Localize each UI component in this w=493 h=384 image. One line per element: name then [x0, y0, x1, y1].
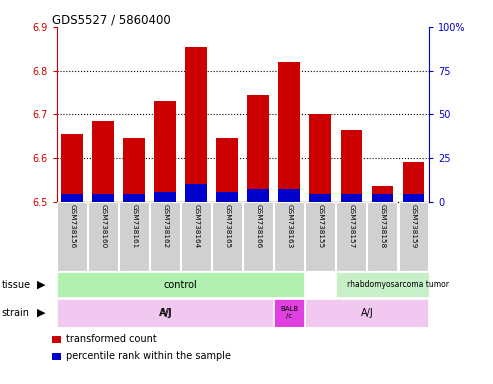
- Bar: [52, 353, 61, 360]
- Bar: [92, 194, 114, 202]
- Bar: [61, 194, 83, 202]
- Text: GSM738162: GSM738162: [162, 204, 168, 248]
- Bar: [403, 194, 424, 202]
- Bar: [244, 202, 273, 271]
- Bar: [123, 138, 145, 202]
- Bar: [279, 62, 300, 202]
- Text: control: control: [164, 280, 198, 290]
- Bar: [337, 272, 459, 297]
- Bar: [123, 194, 145, 202]
- Text: strain: strain: [1, 308, 30, 318]
- Bar: [150, 202, 180, 271]
- Bar: [154, 101, 176, 202]
- Bar: [306, 202, 335, 271]
- Bar: [367, 202, 397, 271]
- Text: GSM738165: GSM738165: [224, 204, 230, 248]
- Text: ▶: ▶: [36, 280, 45, 290]
- Bar: [119, 202, 149, 271]
- Text: transformed count: transformed count: [66, 334, 156, 344]
- Bar: [372, 194, 393, 202]
- Bar: [275, 202, 304, 271]
- Text: GSM738156: GSM738156: [69, 204, 75, 248]
- Bar: [52, 336, 61, 343]
- Text: GDS5527 / 5860400: GDS5527 / 5860400: [52, 13, 171, 26]
- Bar: [185, 46, 207, 202]
- Text: GSM738157: GSM738157: [349, 204, 354, 248]
- Bar: [398, 202, 428, 271]
- Bar: [212, 202, 242, 271]
- Bar: [88, 202, 118, 271]
- Text: percentile rank within the sample: percentile rank within the sample: [66, 351, 231, 361]
- Bar: [403, 162, 424, 202]
- Bar: [154, 192, 176, 202]
- Text: GSM738161: GSM738161: [131, 204, 137, 248]
- Text: rhabdomyosarcoma tumor: rhabdomyosarcoma tumor: [347, 280, 449, 289]
- Text: GSM738160: GSM738160: [100, 204, 106, 248]
- Bar: [57, 299, 273, 326]
- Text: A/J: A/J: [159, 308, 172, 318]
- Bar: [92, 121, 114, 202]
- Bar: [275, 299, 304, 326]
- Text: GSM738164: GSM738164: [193, 204, 199, 248]
- Bar: [306, 299, 428, 326]
- Text: GSM738166: GSM738166: [255, 204, 261, 248]
- Text: GSM738159: GSM738159: [410, 204, 417, 248]
- Bar: [57, 272, 304, 297]
- Text: GSM738155: GSM738155: [317, 204, 323, 248]
- Bar: [216, 192, 238, 202]
- Bar: [341, 194, 362, 202]
- Text: tissue: tissue: [1, 280, 31, 290]
- Text: GSM738158: GSM738158: [380, 204, 386, 248]
- Bar: [372, 186, 393, 202]
- Bar: [61, 134, 83, 202]
- Text: A/J: A/J: [360, 308, 373, 318]
- Text: GSM738163: GSM738163: [286, 204, 292, 248]
- Bar: [57, 202, 87, 271]
- Bar: [310, 194, 331, 202]
- Bar: [247, 94, 269, 202]
- Bar: [57, 299, 273, 326]
- Bar: [185, 184, 207, 202]
- Bar: [279, 189, 300, 202]
- Text: A/J: A/J: [160, 308, 173, 318]
- Bar: [216, 138, 238, 202]
- Bar: [247, 189, 269, 202]
- Text: ▶: ▶: [36, 308, 45, 318]
- Bar: [310, 114, 331, 202]
- Bar: [341, 129, 362, 202]
- Bar: [337, 202, 366, 271]
- Bar: [181, 202, 211, 271]
- Text: BALB
/c: BALB /c: [280, 306, 298, 319]
